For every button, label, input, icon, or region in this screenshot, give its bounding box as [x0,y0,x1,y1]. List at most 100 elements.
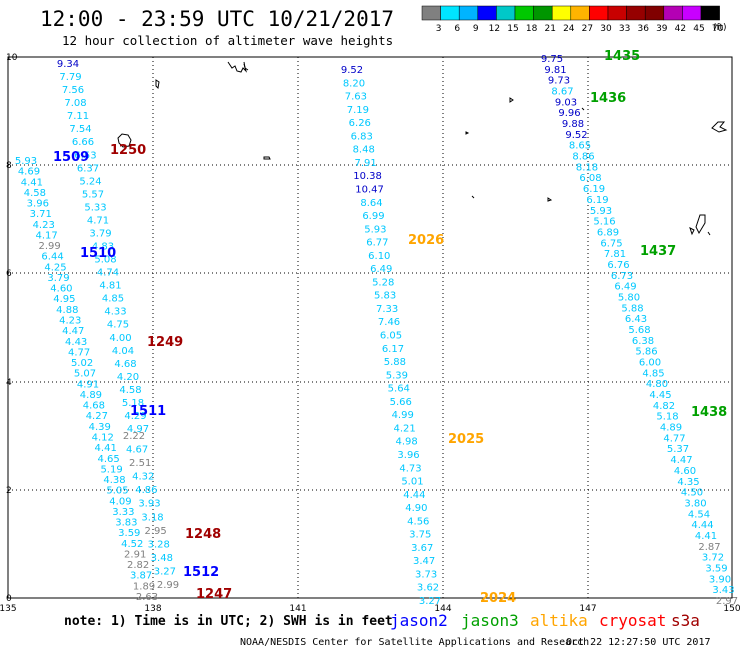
pass-time-labels: 1509 1250 1510 1249 1511 1248 1512 1247 2026 2025… [53,49,727,606]
wave-height-value: 4.83 [92,242,114,253]
island-outline [471,195,475,199]
wave-height-value: 4.44 [403,490,425,501]
color-scale-label: 36 [637,24,649,34]
wave-height-value: 7.91 [355,158,377,169]
color-scale-label: 27 [582,24,593,34]
island-outline [465,131,470,135]
wave-height-value: 4.23 [33,220,55,231]
wave-height-value: 4.12 [92,432,114,443]
wave-height-value: 5.68 [628,325,650,336]
wave-height-value: 4.65 [98,454,120,465]
wave-height-value: 4.45 [649,390,671,401]
wave-height-value: 4.89 [80,390,102,401]
color-scale-swatch [477,5,497,21]
x-tick-label: 150 [723,604,740,614]
wave-height-value: 4.60 [50,284,72,295]
wave-height-value: 4.68 [114,359,136,370]
wave-height-value: 4.73 [399,463,421,474]
wave-height-value: 4.38 [103,475,125,486]
color-scale-swatch [440,5,460,21]
color-scale-label: 30 [600,24,612,34]
wave-height-value: 4.85 [642,368,664,379]
x-tick-label: 138 [144,604,161,614]
island-outline [711,121,728,133]
island-outline [155,79,160,90]
wave-height-value: 5.39 [386,370,408,381]
wave-height-value: 3.72 [702,553,724,564]
wave-height-value: 3.62 [417,583,439,594]
wave-height-value: 4.41 [21,177,43,188]
wave-height-value: 7.54 [69,124,91,135]
wave-height-value: 4.50 [681,488,703,499]
wave-height-value: 2.22 [123,431,145,442]
pass-time-label: 1510 [80,246,116,261]
x-tick-label: 141 [289,604,306,614]
footer-credit: NOAA/NESDIS Center for Satellite Applica… [240,637,589,648]
wave-height-value: 6.38 [632,336,654,347]
wave-height-value: 4.80 [646,379,668,390]
color-scale-label: 21 [544,24,555,34]
wave-height-value: 4.69 [18,167,40,178]
wave-height-value: 3.27 [154,566,176,577]
wave-height-value: 4.21 [394,423,416,434]
wave-height-value: 5.18 [656,412,678,423]
color-scale-label: 12 [489,24,500,34]
wave-height-value: 5.18 [122,398,144,409]
wave-height-value: 9.75 [541,54,563,65]
wave-height-value: 6.83 [351,131,373,142]
y-tick-label: 10 [6,53,18,63]
y-tick-label: 6 [6,269,12,279]
color-scale-label: 45 [693,24,704,34]
map-frame [7,56,733,599]
wave-height-value: 7.33 [376,304,398,315]
wave-height-value: 3.47 [413,556,435,567]
legend-item-altika: altika [530,611,588,630]
pass-time-label: 1248 [185,527,221,542]
wave-height-value: 4.60 [674,466,696,477]
wave-height-value: 4.47 [62,326,84,337]
wave-height-value: 5.01 [401,477,423,488]
pass-time-label: 1437 [640,244,676,259]
wave-height-value: 4.27 [86,411,108,422]
color-scale-swatch [607,5,627,21]
wave-height-value: 6.77 [366,238,388,249]
color-scale-label: 3 [436,24,442,34]
wave-height-value: 4.77 [68,347,90,358]
wave-height-value: 4.90 [405,503,427,514]
island-outline [227,61,248,73]
color-scale-swatch [458,5,479,21]
wave-height-value: 4.33 [104,307,126,318]
wave-height-value: 6.08 [579,173,601,184]
wave-height-value: 9.03 [555,97,577,108]
color-scale-swatch [551,5,572,21]
pass-time-label: 1509 [53,150,89,165]
wave-height-value: 3.27 [419,596,441,607]
wave-height-value: 3.18 [141,512,163,523]
wave-height-value: 5.80 [618,292,640,303]
wave-height-value: 4.00 [109,333,131,344]
y-tick-label: 4 [6,378,12,388]
wave-height-value: 7.19 [347,105,369,116]
color-scale-label: 24 [563,24,575,34]
wave-height-value: 9.52 [565,130,587,141]
x-tick-label: 147 [579,604,596,614]
wave-height-value: 9.52 [341,65,363,76]
wave-height-value: 5.83 [374,291,396,302]
wave-height-value: 6.19 [586,195,608,206]
wave-height-value: 7.63 [345,92,367,103]
wave-height-value: 10.47 [355,184,384,195]
wave-height-value: 6.19 [583,184,605,195]
pass-time-label: 1247 [196,587,232,602]
x-tick-label: 144 [434,604,451,614]
wave-height-value: 6.37 [77,163,99,174]
wave-height-value: 4.82 [653,401,675,412]
wave-height-value: 2.99 [38,241,60,252]
wave-height-value: 5.28 [372,277,394,288]
x-tick-labels: 135 138 141 144 147 150 [0,604,740,614]
legend-item-jason3: jason3 [461,611,519,630]
island-outline [581,107,585,111]
pass-time-label: 1438 [691,405,727,420]
wave-height-value: 8.64 [360,198,382,209]
color-scale-swatch [644,5,665,21]
color-scale-label: 18 [526,24,538,34]
